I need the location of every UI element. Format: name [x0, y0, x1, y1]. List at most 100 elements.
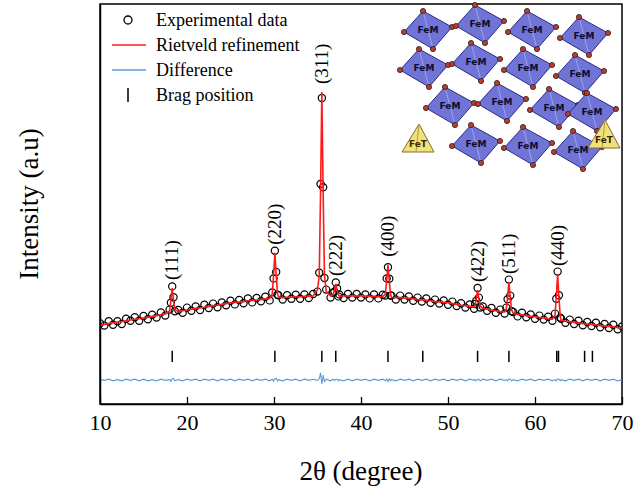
- octahedron: [504, 49, 552, 87]
- y-axis: [100, 5, 101, 405]
- x-tick: 70: [612, 397, 634, 435]
- x-tick-mark: [622, 397, 623, 404]
- oxygen-atom: [468, 122, 473, 127]
- oxygen-atom: [497, 138, 502, 143]
- inset-label: FeM: [414, 63, 435, 73]
- legend-symbol: [127, 88, 129, 102]
- legend-symbol: [112, 69, 146, 71]
- legend-label: Rietveld refinement: [156, 35, 299, 55]
- inset-label: FeT: [409, 139, 428, 149]
- oxygen-atom: [520, 124, 525, 129]
- octahedron: [568, 93, 616, 131]
- octahedron: [508, 11, 556, 49]
- x-axis: 10203040506070: [90, 397, 634, 435]
- legend-label: Brag position: [156, 85, 254, 105]
- oxygen-atom: [572, 52, 577, 57]
- oxygen-atom: [501, 18, 506, 23]
- octahedron: [426, 87, 474, 125]
- octahedron: [504, 127, 552, 165]
- bragg-group: [172, 351, 592, 362]
- x-axis-title: 2θ (degree): [299, 456, 422, 486]
- oxygen-atom: [549, 140, 554, 145]
- oxygen-atom: [520, 46, 525, 51]
- oxygen-atom: [601, 68, 606, 73]
- inset-label: FeM: [418, 25, 439, 35]
- oxygen-atom: [468, 40, 473, 45]
- inset-label: FeM: [518, 63, 539, 73]
- peak-label: (422): [467, 241, 489, 282]
- data-point: [618, 323, 622, 330]
- x-tick-mark: [535, 397, 536, 404]
- oxygen-atom: [530, 162, 535, 167]
- oxygen-atom: [584, 90, 589, 95]
- oxygen-atom: [505, 29, 510, 34]
- inset-label: FeT: [595, 135, 614, 145]
- oxygen-atom: [524, 8, 529, 13]
- octahedron: [556, 55, 604, 93]
- oxygen-atom: [452, 122, 457, 127]
- oxygen-atom: [501, 145, 506, 150]
- x-tick-mark: [187, 397, 188, 404]
- peak-label: (222): [325, 235, 347, 276]
- oxygen-atom: [449, 143, 454, 148]
- x-tick: 20: [177, 397, 199, 435]
- oxygen-atom: [494, 80, 499, 85]
- oxygen-atom: [416, 46, 421, 51]
- oxygen-atom: [553, 73, 558, 78]
- peak-label: (400): [377, 216, 399, 257]
- peak-label: (220): [264, 204, 286, 245]
- oxygen-atom: [523, 96, 528, 101]
- oxygen-atom: [527, 107, 532, 112]
- inset-label: FeM: [466, 57, 487, 67]
- legend-label: Difference: [156, 60, 233, 80]
- oxygen-atom: [449, 61, 454, 66]
- oxygen-atom: [497, 56, 502, 61]
- bragg-tick: [321, 351, 323, 362]
- bragg-tick: [584, 351, 586, 362]
- oxygen-atom: [565, 111, 570, 116]
- oxygen-atom: [605, 30, 610, 35]
- bragg-tick: [422, 351, 424, 362]
- oxygen-atom: [442, 84, 447, 89]
- peak-label: (511): [498, 234, 520, 274]
- bragg-tick: [274, 351, 276, 362]
- octahedron: [404, 11, 452, 49]
- bragg-tick: [171, 351, 173, 362]
- legend-label: Experimental data: [156, 10, 287, 30]
- oxygen-atom: [580, 166, 585, 171]
- x-tick-label: 40: [351, 410, 373, 435]
- legend-symbol: [124, 16, 132, 24]
- oxygen-atom: [453, 23, 458, 28]
- oxygen-atom: [423, 105, 428, 110]
- oxygen-atom: [478, 78, 483, 83]
- oxygen-atom: [553, 24, 558, 29]
- inset-label: FeM: [518, 141, 539, 151]
- inset-label: FeM: [522, 25, 543, 35]
- oxygen-atom: [613, 106, 618, 111]
- inset-label: FeM: [544, 103, 565, 113]
- x-tick-label: 70: [612, 410, 634, 435]
- octahedron: [478, 83, 526, 121]
- tetrahedron: [588, 120, 620, 148]
- plot-area: [100, 92, 622, 384]
- oxygen-atom: [556, 124, 561, 129]
- x-tick: 40: [351, 397, 373, 435]
- x-tick: 30: [264, 397, 286, 435]
- x-tick-label: 20: [177, 410, 199, 435]
- legend-symbol: [112, 44, 146, 46]
- inset-structure: FeMFeMFeMFeMFeMFeMFeMFeMFeMFeMFeMFeMFeMF…: [397, 2, 620, 171]
- x-tick-label: 30: [264, 410, 286, 435]
- octahedron: [456, 5, 504, 43]
- peak-label: (311): [311, 44, 333, 84]
- oxygen-atom: [420, 8, 425, 13]
- bragg-tick: [335, 351, 337, 362]
- inset-label: FeM: [574, 31, 595, 41]
- plot-frame: [100, 4, 622, 404]
- bragg-tick: [558, 351, 560, 362]
- inset-label: FeM: [492, 97, 513, 107]
- oxygen-atom: [472, 2, 477, 7]
- octahedron: [452, 43, 500, 81]
- oxygen-atom: [576, 14, 581, 19]
- series-line: [100, 373, 622, 384]
- x-tick: 60: [525, 397, 547, 435]
